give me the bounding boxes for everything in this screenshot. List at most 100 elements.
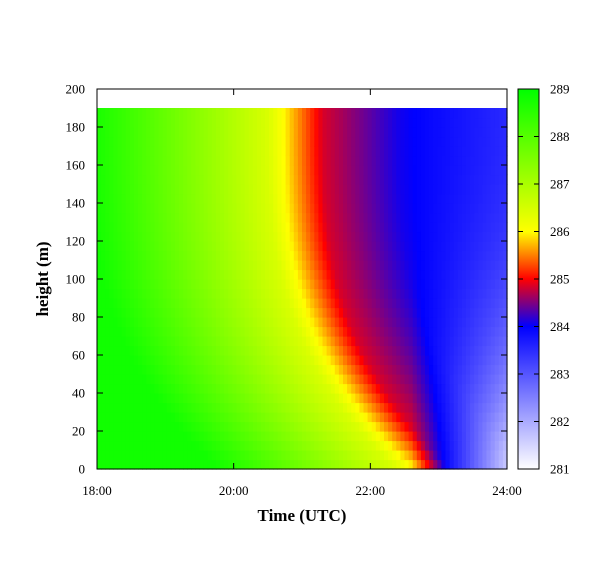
heatmap-cell	[261, 231, 266, 242]
heatmap-cell	[277, 250, 283, 261]
heatmap-cell	[453, 412, 459, 423]
heatmap-cell	[289, 127, 295, 138]
heatmap-cell	[478, 402, 483, 413]
heatmap-cell	[457, 421, 463, 432]
heatmap-cell	[494, 421, 500, 432]
heatmap-cell	[228, 146, 233, 157]
heatmap-cell	[437, 212, 442, 223]
heatmap-cell	[174, 374, 180, 385]
heatmap-cell	[289, 326, 295, 337]
heatmap-cell	[449, 231, 455, 242]
heatmap-cell	[215, 250, 221, 261]
heatmap-cell	[494, 250, 500, 261]
heatmap-cell	[97, 193, 102, 204]
heatmap-cell	[297, 193, 303, 204]
heatmap-cell	[261, 450, 266, 461]
heatmap-cell	[314, 317, 319, 328]
heatmap-cell	[150, 440, 155, 451]
heatmap-cell	[408, 241, 414, 252]
heatmap-cell	[199, 184, 205, 195]
heatmap-cell	[359, 317, 365, 328]
heatmap-cell	[461, 459, 467, 470]
heatmap-cell	[379, 288, 385, 299]
heatmap-cell	[371, 345, 377, 356]
heatmap-cell	[146, 393, 151, 404]
heatmap-cell	[449, 459, 455, 470]
heatmap-cell	[256, 165, 262, 176]
heatmap-cell	[302, 136, 307, 147]
heatmap-cell	[166, 421, 172, 432]
heatmap-cell	[474, 326, 479, 337]
heatmap-cell	[109, 108, 114, 119]
heatmap-cell	[502, 146, 508, 157]
heatmap-cell	[478, 117, 483, 128]
heatmap-cell	[133, 155, 139, 166]
heatmap-cell	[269, 260, 274, 271]
heatmap-cell	[105, 108, 110, 119]
heatmap-cell	[105, 431, 110, 442]
heatmap-cell	[343, 203, 348, 214]
heatmap-cell	[154, 174, 160, 185]
heatmap-cell	[113, 402, 119, 413]
heatmap-cell	[207, 184, 213, 195]
heatmap-cell	[244, 412, 250, 423]
heatmap-cell	[420, 402, 426, 413]
heatmap-cell	[363, 298, 369, 309]
heatmap-cell	[150, 269, 155, 280]
heatmap-cell	[302, 412, 307, 423]
heatmap-cell	[199, 174, 205, 185]
heatmap-cell	[183, 345, 188, 356]
heatmap-cell	[187, 260, 192, 271]
heatmap-cell	[273, 279, 278, 290]
heatmap-cell	[400, 108, 406, 119]
heatmap-cell	[142, 336, 147, 347]
heatmap-cell	[125, 412, 131, 423]
heatmap-cell	[248, 203, 254, 214]
heatmap-cell	[224, 146, 229, 157]
heatmap-cell	[433, 146, 438, 157]
heatmap-cell	[334, 288, 340, 299]
heatmap-cell	[174, 412, 180, 423]
heatmap-cell	[158, 260, 164, 271]
heatmap-cell	[277, 203, 283, 214]
heatmap-cell	[138, 383, 143, 394]
heatmap-cell	[191, 431, 196, 442]
heatmap-cell	[113, 222, 119, 233]
heatmap-cell	[101, 450, 106, 461]
heatmap-cell	[117, 374, 123, 385]
heatmap-cell	[371, 241, 377, 252]
heatmap-cell	[482, 383, 488, 394]
heatmap-cell	[396, 459, 401, 470]
heatmap-cell	[101, 231, 106, 242]
heatmap-cell	[183, 222, 188, 233]
heatmap-cell	[396, 184, 401, 195]
heatmap-cell	[187, 336, 192, 347]
heatmap-cell	[355, 298, 360, 309]
heatmap-cell	[363, 108, 369, 119]
heatmap-cell	[261, 431, 266, 442]
heatmap-cell	[109, 155, 114, 166]
heatmap-cell	[449, 108, 455, 119]
heatmap-cell	[502, 241, 508, 252]
heatmap-cell	[97, 336, 102, 347]
heatmap-cell	[154, 212, 160, 223]
heatmap-cell	[203, 203, 209, 214]
heatmap-cell	[232, 165, 237, 176]
heatmap-cell	[351, 421, 356, 432]
heatmap-cell	[338, 393, 344, 404]
heatmap-cell	[334, 440, 340, 451]
heatmap-cell	[121, 212, 127, 223]
heatmap-cell	[400, 231, 406, 242]
heatmap-cell	[392, 222, 397, 233]
heatmap-cell	[174, 336, 180, 347]
heatmap-cell	[318, 241, 324, 252]
heatmap-cell	[273, 269, 278, 280]
heatmap-cell	[228, 212, 233, 223]
heatmap-cell	[453, 345, 459, 356]
heatmap-cell	[408, 250, 414, 261]
heatmap-cell	[343, 269, 348, 280]
heatmap-cell	[297, 269, 303, 280]
heatmap-cell	[384, 269, 389, 280]
heatmap-cell	[273, 412, 278, 423]
heatmap-cell	[269, 269, 274, 280]
